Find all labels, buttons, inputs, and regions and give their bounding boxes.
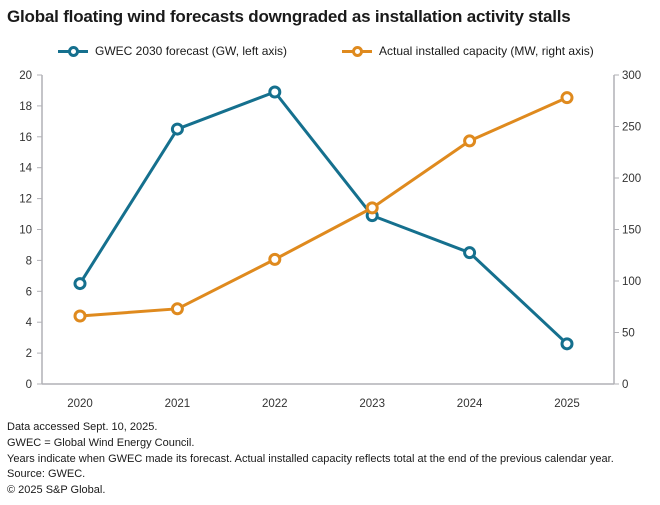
x-axis-label: 2024	[457, 398, 483, 410]
y-right-tick-label: 150	[622, 225, 641, 237]
y-left-tick-label: 8	[26, 255, 32, 267]
x-axis-label: 2023	[359, 398, 385, 410]
footnote-line: Data accessed Sept. 10, 2025.	[7, 421, 158, 433]
y-left-tick-label: 4	[26, 317, 33, 329]
x-axis-label: 2021	[165, 398, 191, 410]
y-right-tick-label: 300	[622, 70, 641, 82]
x-axis-label: 2022	[262, 398, 288, 410]
y-left-tick-label: 10	[19, 225, 32, 237]
y-left-tick-label: 18	[19, 101, 32, 113]
line-marker-icon	[58, 45, 88, 57]
y-right-tick-label: 100	[622, 276, 641, 288]
y-right-tick-label: 0	[622, 379, 628, 391]
footnote-line: © 2025 S&P Global.	[7, 484, 106, 497]
data-point-marker	[365, 201, 379, 215]
y-right-tick-label: 200	[622, 173, 641, 185]
y-left-tick-label: 12	[19, 194, 32, 206]
data-point-marker	[73, 309, 87, 323]
legend-item-actual: Actual installed capacity (MW, right axi…	[342, 44, 594, 58]
data-point-marker	[268, 252, 282, 266]
footnote-line: Years indicate when GWEC made its foreca…	[7, 452, 614, 465]
data-point-marker	[560, 91, 574, 105]
legend-item-forecast: GWEC 2030 forecast (GW, left axis)	[58, 44, 287, 58]
data-point-marker	[463, 134, 477, 148]
y-left-tick-label: 0	[26, 379, 32, 391]
y-left-tick-label: 20	[19, 70, 32, 82]
footnote-line: GWEC = Global Wind Energy Council.	[7, 436, 195, 449]
y-left-tick-label: 14	[19, 163, 32, 175]
chart-title: Global floating wind forecasts downgrade…	[7, 7, 571, 26]
series-line	[78, 90, 569, 345]
data-point-marker	[463, 246, 477, 260]
data-point-marker	[170, 122, 184, 136]
y-right-tick-label: 250	[622, 122, 641, 134]
series-line	[79, 96, 568, 318]
data-point-marker	[268, 85, 282, 99]
footnotes: Data accessed Sept. 10, 2025. GWEC = Glo…	[7, 420, 655, 499]
line-marker-icon	[342, 45, 372, 57]
legend-label: Actual installed capacity (MW, right axi…	[379, 44, 594, 58]
data-point-marker	[170, 302, 184, 316]
footnote-line: Source: GWEC.	[7, 468, 86, 481]
y-left-tick-label: 16	[19, 132, 32, 144]
legend-label: GWEC 2030 forecast (GW, left axis)	[95, 44, 288, 58]
x-axis-label: 2020	[67, 398, 93, 410]
y-right-tick-label: 50	[622, 328, 635, 340]
y-left-tick-label: 6	[26, 286, 32, 298]
y-left-tick-label: 2	[26, 348, 32, 360]
x-axis-label: 2025	[554, 398, 580, 410]
data-point-marker	[73, 277, 87, 291]
data-point-marker	[560, 337, 574, 351]
